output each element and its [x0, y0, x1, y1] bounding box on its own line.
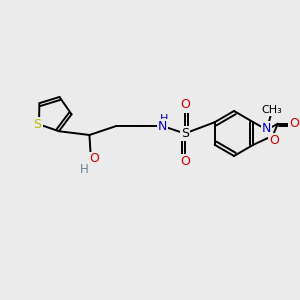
Text: O: O — [180, 98, 190, 112]
Text: H: H — [160, 113, 169, 124]
Text: H: H — [80, 163, 89, 176]
Text: S: S — [34, 118, 41, 131]
Text: O: O — [289, 117, 299, 130]
Text: N: N — [158, 119, 167, 133]
Text: O: O — [90, 152, 99, 166]
Text: CH₃: CH₃ — [261, 105, 282, 115]
Text: N: N — [262, 122, 272, 135]
Text: O: O — [269, 134, 279, 147]
Text: O: O — [180, 155, 190, 169]
Text: S: S — [181, 127, 189, 140]
